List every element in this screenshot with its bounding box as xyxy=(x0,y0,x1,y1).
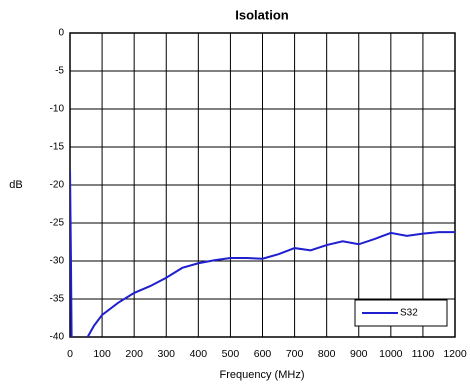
x-tick-label: 400 xyxy=(190,348,208,360)
x-tick-label: 300 xyxy=(157,348,175,360)
chart-title: Isolation xyxy=(235,7,289,22)
x-tick-label: 100 xyxy=(93,348,111,360)
y-tick-label: -25 xyxy=(50,218,65,229)
x-tick-label: 500 xyxy=(222,348,240,360)
x-tick-label: 900 xyxy=(350,348,368,360)
x-tick-label: 0 xyxy=(67,348,73,360)
x-tick-label: 1000 xyxy=(379,348,403,360)
y-tick-label: -20 xyxy=(50,180,65,191)
data-line xyxy=(70,169,455,337)
y-tick-label: -15 xyxy=(50,142,65,153)
y-tick-label: -5 xyxy=(55,66,64,77)
x-tick-label: 600 xyxy=(254,348,272,360)
x-tick-label: 800 xyxy=(318,348,336,360)
y-tick-label: -30 xyxy=(50,256,65,267)
x-tick-label: 1200 xyxy=(443,348,467,360)
x-tick-label: 1100 xyxy=(412,348,435,360)
x-axis-label: Frequency (MHz) xyxy=(220,369,305,381)
legend-label: S32 xyxy=(400,308,418,319)
y-tick-label: 0 xyxy=(58,28,64,39)
y-tick-label: -40 xyxy=(50,332,65,343)
y-axis-label: dB xyxy=(9,179,22,191)
x-tick-label: 700 xyxy=(286,348,304,360)
x-tick-label: 200 xyxy=(125,348,143,360)
y-tick-label: -10 xyxy=(50,104,65,115)
y-tick-label: -35 xyxy=(50,294,65,305)
